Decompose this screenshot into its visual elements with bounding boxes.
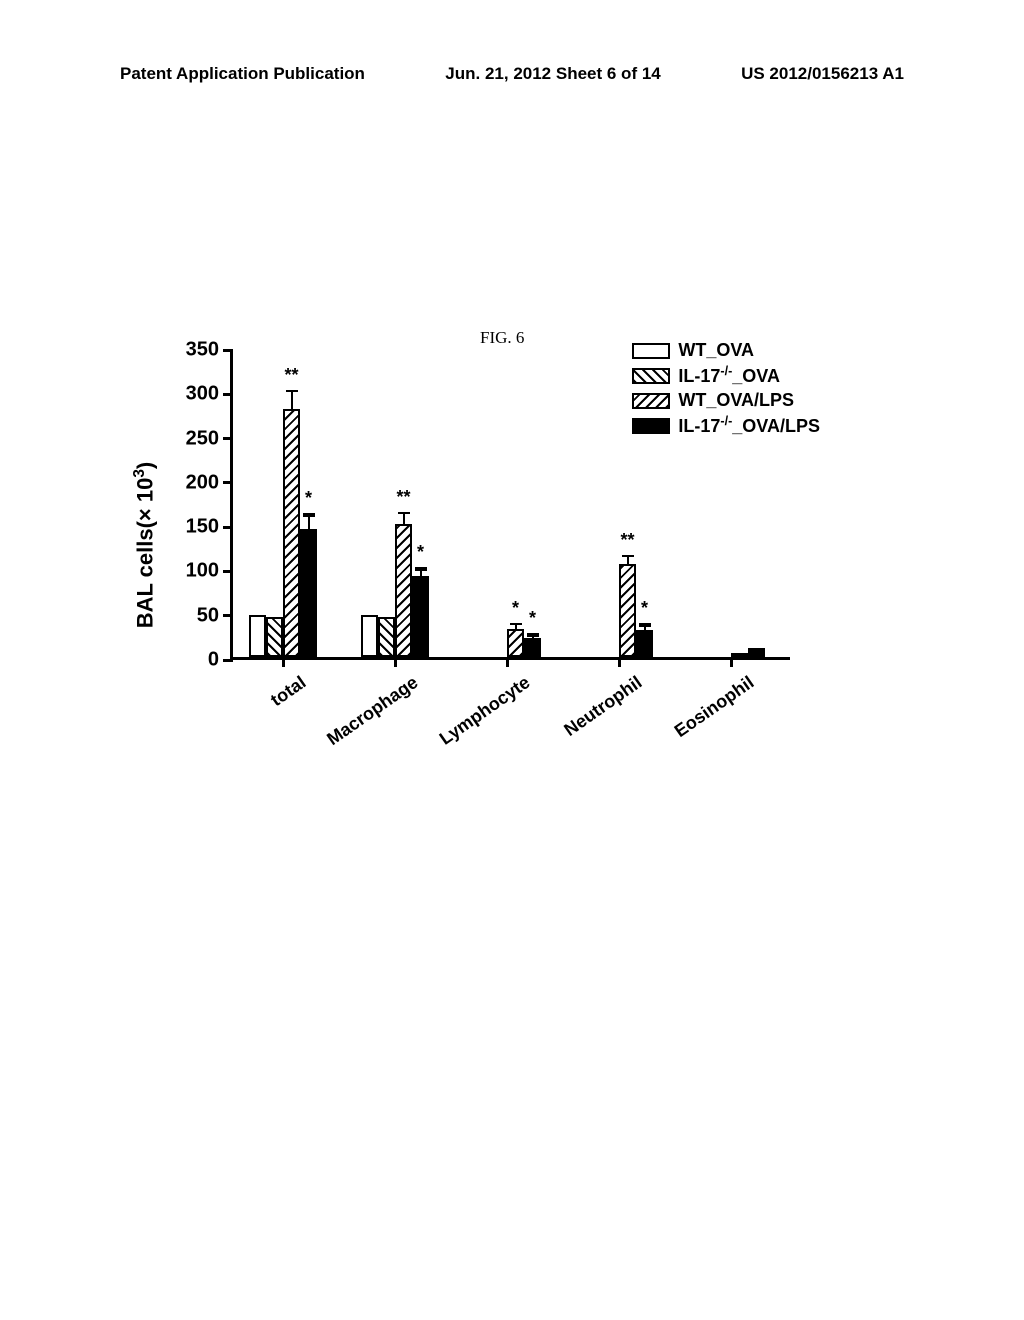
y-tick bbox=[223, 349, 233, 352]
bar bbox=[748, 648, 765, 657]
legend-label: WT_OVA/LPS bbox=[678, 390, 794, 411]
y-tick bbox=[223, 437, 233, 440]
x-axis-label: Neutrophil bbox=[544, 672, 646, 752]
y-tick-label: 200 bbox=[186, 471, 219, 494]
error-bar bbox=[636, 623, 653, 630]
y-tick bbox=[223, 659, 233, 662]
legend-swatch-open bbox=[632, 343, 670, 359]
x-axis-label: total bbox=[208, 672, 310, 752]
legend-item: WT_OVA bbox=[632, 340, 820, 361]
y-tick-label: 150 bbox=[186, 516, 219, 539]
significance-marker: * bbox=[512, 598, 519, 619]
bar bbox=[249, 615, 266, 658]
y-tick-label: 0 bbox=[208, 649, 219, 672]
error-bar bbox=[395, 512, 412, 524]
x-axis-label: Macrophage bbox=[320, 672, 422, 752]
legend-swatch-solid bbox=[632, 418, 670, 434]
y-tick bbox=[223, 393, 233, 396]
x-tick bbox=[730, 657, 733, 667]
y-axis-label: BAL cells(× 103) bbox=[131, 462, 158, 629]
legend-swatch-diag2 bbox=[632, 393, 670, 409]
x-axis-label: Lymphocyte bbox=[432, 672, 534, 752]
bar bbox=[378, 617, 395, 657]
legend-label: IL-17-/-_OVA bbox=[678, 364, 780, 387]
significance-marker: * bbox=[305, 488, 312, 509]
x-tick bbox=[394, 657, 397, 667]
legend-item: IL-17-/-_OVA/LPS bbox=[632, 414, 820, 437]
legend-swatch-diag1 bbox=[632, 368, 670, 384]
significance-marker: * bbox=[417, 542, 424, 563]
legend-label: WT_OVA bbox=[678, 340, 754, 361]
error-bar bbox=[619, 555, 636, 564]
legend: WT_OVA IL-17-/-_OVA WT_OVA/LPS IL-17-/-_… bbox=[632, 340, 820, 440]
y-tick-label: 350 bbox=[186, 339, 219, 362]
bar bbox=[395, 524, 412, 657]
y-tick bbox=[223, 614, 233, 617]
x-tick bbox=[618, 657, 621, 667]
bar bbox=[524, 638, 541, 657]
bar bbox=[412, 576, 429, 657]
x-tick bbox=[506, 657, 509, 667]
x-axis-label: Eosinophil bbox=[656, 672, 758, 752]
page-header: Patent Application Publication Jun. 21, … bbox=[0, 64, 1024, 84]
bar bbox=[283, 409, 300, 657]
y-axis-text: BAL cells(× 103) bbox=[133, 462, 158, 629]
y-tick-label: 50 bbox=[197, 604, 219, 627]
significance-marker: ** bbox=[620, 530, 634, 551]
y-tick bbox=[223, 481, 233, 484]
legend-item: IL-17-/-_OVA bbox=[632, 364, 820, 387]
y-tick-label: 300 bbox=[186, 383, 219, 406]
bar bbox=[731, 653, 748, 657]
bar bbox=[507, 629, 524, 657]
bar bbox=[300, 529, 317, 657]
header-right: US 2012/0156213 A1 bbox=[741, 64, 904, 84]
x-tick bbox=[282, 657, 285, 667]
figure-label: FIG. 6 bbox=[480, 328, 524, 348]
error-bar bbox=[507, 623, 524, 628]
significance-marker: * bbox=[641, 598, 648, 619]
legend-item: WT_OVA/LPS bbox=[632, 390, 820, 411]
y-tick-label: 100 bbox=[186, 560, 219, 583]
error-bar bbox=[283, 390, 300, 409]
bar bbox=[361, 615, 378, 658]
bar bbox=[636, 630, 653, 657]
bar bbox=[619, 564, 636, 657]
error-bar bbox=[412, 567, 429, 576]
y-tick-label: 250 bbox=[186, 427, 219, 450]
y-tick bbox=[223, 526, 233, 529]
significance-marker: ** bbox=[284, 365, 298, 386]
significance-marker: ** bbox=[396, 487, 410, 508]
error-bar bbox=[524, 633, 541, 637]
legend-label: IL-17-/-_OVA/LPS bbox=[678, 414, 820, 437]
bar bbox=[266, 617, 283, 657]
header-center: Jun. 21, 2012 Sheet 6 of 14 bbox=[445, 64, 660, 84]
significance-marker: * bbox=[529, 608, 536, 629]
error-bar bbox=[300, 513, 317, 529]
y-tick bbox=[223, 570, 233, 573]
header-left: Patent Application Publication bbox=[120, 64, 365, 84]
plot-area: WT_OVA IL-17-/-_OVA WT_OVA/LPS IL-17-/-_… bbox=[230, 350, 790, 660]
bar-chart: BAL cells(× 103) WT_OVA IL-17-/-_OVA WT_… bbox=[140, 350, 820, 740]
